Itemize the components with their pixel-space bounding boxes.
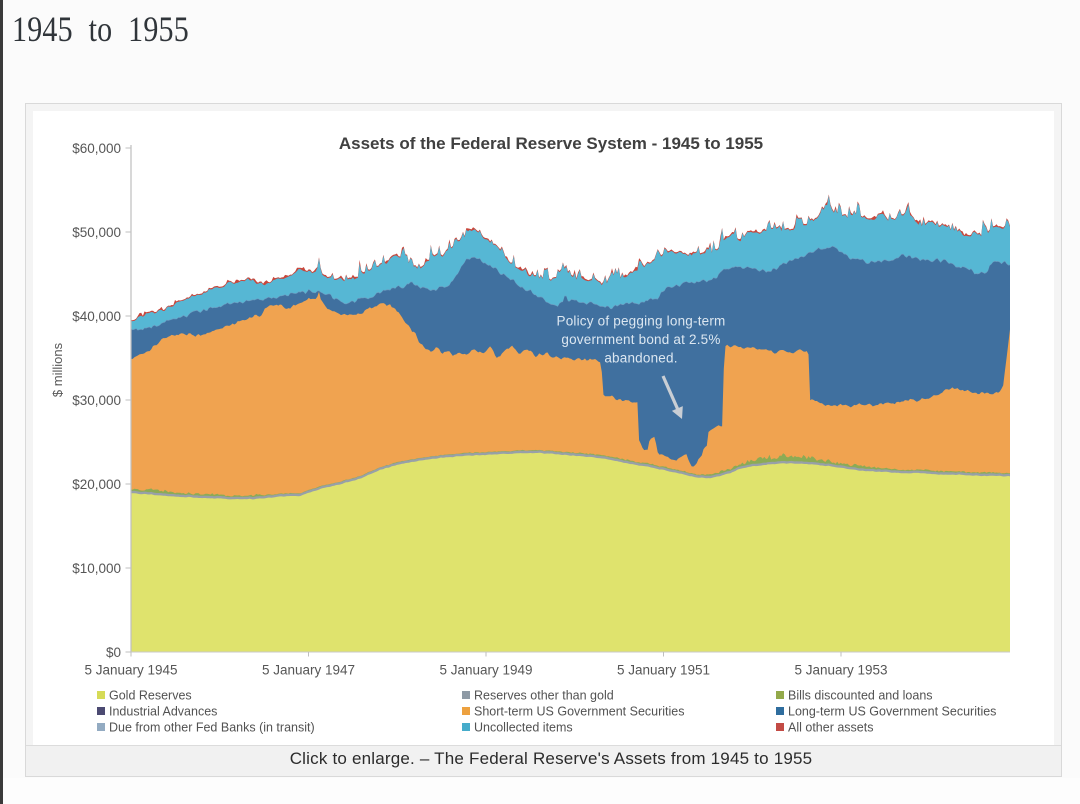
- svg-text:$10,000: $10,000: [72, 561, 121, 576]
- svg-text:Policy of pegging long-term: Policy of pegging long-term: [557, 314, 726, 329]
- svg-text:government bond at 2.5%: government bond at 2.5%: [561, 332, 720, 347]
- svg-text:$20,000: $20,000: [72, 477, 121, 492]
- svg-text:$40,000: $40,000: [72, 309, 121, 324]
- svg-text:5 January 1949: 5 January 1949: [439, 663, 532, 678]
- svg-text:Bills discounted and loans: Bills discounted and loans: [788, 689, 933, 703]
- svg-text:Uncollected items: Uncollected items: [474, 721, 573, 735]
- svg-text:All other assets: All other assets: [788, 721, 873, 735]
- svg-text:$50,000: $50,000: [72, 225, 121, 240]
- svg-text:Long-term US Government Securi: Long-term US Government Securities: [788, 705, 996, 719]
- svg-text:Short-term US Government Secur: Short-term US Government Securities: [474, 705, 685, 719]
- svg-text:Due from other Fed Banks (in t: Due from other Fed Banks (in transit): [109, 721, 315, 735]
- svg-text:Reserves other than gold: Reserves other than gold: [474, 689, 614, 703]
- svg-text:$0: $0: [106, 645, 121, 660]
- svg-text:Gold Reserves: Gold Reserves: [109, 689, 192, 703]
- svg-text:5 January 1945: 5 January 1945: [84, 663, 177, 678]
- svg-text:5 January 1947: 5 January 1947: [262, 663, 355, 678]
- svg-text:$30,000: $30,000: [72, 393, 121, 408]
- svg-text:5 January 1953: 5 January 1953: [794, 663, 887, 678]
- svg-text:Industrial Advances: Industrial Advances: [109, 705, 217, 719]
- svg-text:5 January 1951: 5 January 1951: [617, 663, 710, 678]
- svg-text:abandoned.: abandoned.: [604, 351, 677, 366]
- svg-text:$ millions: $ millions: [50, 342, 65, 397]
- svg-text:Assets of the Federal Reserve: Assets of the Federal Reserve System - 1…: [339, 134, 763, 153]
- svg-text:$60,000: $60,000: [72, 141, 121, 156]
